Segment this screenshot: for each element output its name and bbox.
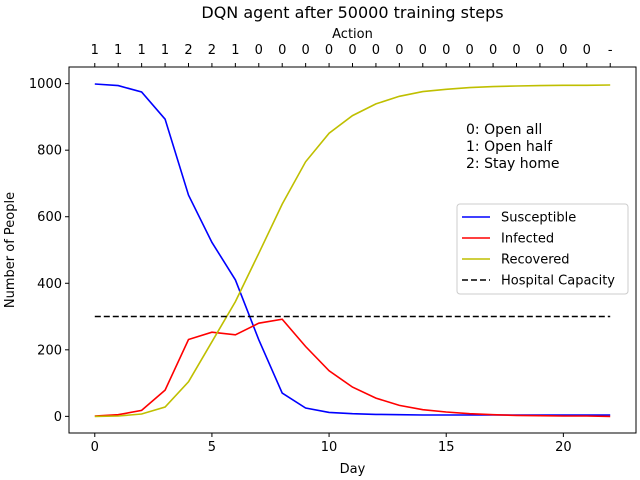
y-tick-label: 600 (37, 210, 62, 225)
action-tick-label: 0 (583, 43, 591, 58)
legend-label: Hospital Capacity (501, 274, 615, 289)
y-tick-label: 400 (37, 277, 62, 292)
action-tick-label: 2 (184, 43, 192, 58)
x-axis-label: Day (340, 462, 366, 477)
y-tick-label: 1000 (29, 77, 62, 92)
y-axis-ticks: 0 200 400 600 800 1000 (29, 77, 69, 425)
legend-box (456, 203, 629, 295)
x-axis-ticks: 0 5 10 15 20 (91, 433, 572, 455)
x-tick-label: 0 (91, 440, 99, 455)
action-tick-label: 1 (231, 43, 239, 58)
x-tick-label: 5 (208, 440, 216, 455)
action-tick-label: 0 (466, 43, 474, 58)
y-tick-label: 0 (54, 410, 62, 425)
action-tick-label: 0 (348, 43, 356, 58)
action-tick-label: 0 (395, 43, 403, 58)
action-tick-label: 0 (489, 43, 497, 58)
action-tick-label: 1 (137, 43, 145, 58)
action-tick-label: 1 (91, 43, 99, 58)
action-tick-label: 0 (278, 43, 286, 58)
action-tick-label: 0 (512, 43, 520, 58)
series-line-recovered (94, 84, 611, 418)
legend-label: Susceptible (501, 211, 576, 226)
y-tick-label: 800 (37, 144, 62, 159)
action-tick-label: 0 (442, 43, 450, 58)
action-tick-label: 2 (208, 43, 216, 58)
action-tick-label: 1 (114, 43, 122, 58)
plot-frame (68, 66, 637, 434)
top-axis-label: Action (332, 27, 373, 42)
series-lines (94, 83, 611, 418)
action-legend-note: 0: Open all 1: Open half 2: Stay home (466, 122, 559, 172)
action-tick-label: 0 (255, 43, 263, 58)
x-tick-label: 10 (321, 440, 338, 455)
y-axis-label: Number of People (3, 192, 18, 308)
legend: Susceptible Infected Recovered Hospital Cap… (456, 203, 629, 295)
action-tick-label: 0 (301, 43, 309, 58)
action-tick-label: 0 (325, 43, 333, 58)
series-line-infected (94, 318, 611, 418)
action-tick-label: 0 (372, 43, 380, 58)
action-tick-label: - (608, 43, 613, 58)
action-tick-label: 1 (161, 43, 169, 58)
chart-title: DQN agent after 50000 training steps (201, 3, 503, 22)
y-tick-label: 200 (37, 343, 62, 358)
x-tick-label: 20 (555, 440, 572, 455)
action-tick-label: 0 (559, 43, 567, 58)
note-line: 1: Open half (466, 139, 553, 155)
legend-label: Recovered (501, 253, 570, 268)
legend-label: Infected (501, 232, 554, 247)
x-tick-label: 15 (438, 440, 455, 455)
action-tick-label: 0 (419, 43, 427, 58)
note-line: 0: Open all (466, 122, 542, 138)
note-line: 2: Stay home (466, 156, 559, 172)
action-tick-label: 0 (536, 43, 544, 58)
